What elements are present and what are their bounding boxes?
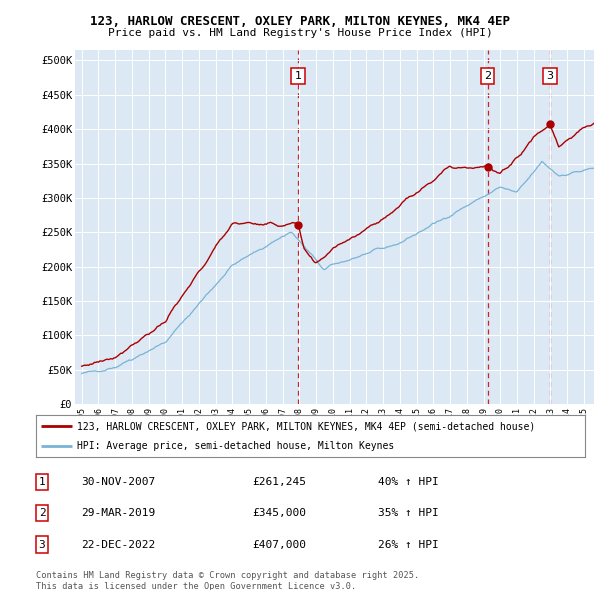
Text: 123, HARLOW CRESCENT, OXLEY PARK, MILTON KEYNES, MK4 4EP (semi-detached house): 123, HARLOW CRESCENT, OXLEY PARK, MILTON… [77,421,535,431]
Text: £407,000: £407,000 [252,540,306,549]
Text: 1: 1 [38,477,46,487]
Text: 35% ↑ HPI: 35% ↑ HPI [378,509,439,518]
Text: Price paid vs. HM Land Registry's House Price Index (HPI): Price paid vs. HM Land Registry's House … [107,28,493,38]
Text: HPI: Average price, semi-detached house, Milton Keynes: HPI: Average price, semi-detached house,… [77,441,394,451]
Text: 2: 2 [484,71,491,81]
Text: 26% ↑ HPI: 26% ↑ HPI [378,540,439,549]
Text: 22-DEC-2022: 22-DEC-2022 [81,540,155,549]
Text: 1: 1 [295,71,302,81]
Text: 30-NOV-2007: 30-NOV-2007 [81,477,155,487]
Text: £345,000: £345,000 [252,509,306,518]
Text: 3: 3 [547,71,553,81]
Text: Contains HM Land Registry data © Crown copyright and database right 2025.
This d: Contains HM Land Registry data © Crown c… [36,571,419,590]
Text: 29-MAR-2019: 29-MAR-2019 [81,509,155,518]
Text: 40% ↑ HPI: 40% ↑ HPI [378,477,439,487]
Text: 2: 2 [38,509,46,518]
Text: 3: 3 [38,540,46,549]
Text: £261,245: £261,245 [252,477,306,487]
Text: 123, HARLOW CRESCENT, OXLEY PARK, MILTON KEYNES, MK4 4EP: 123, HARLOW CRESCENT, OXLEY PARK, MILTON… [90,15,510,28]
